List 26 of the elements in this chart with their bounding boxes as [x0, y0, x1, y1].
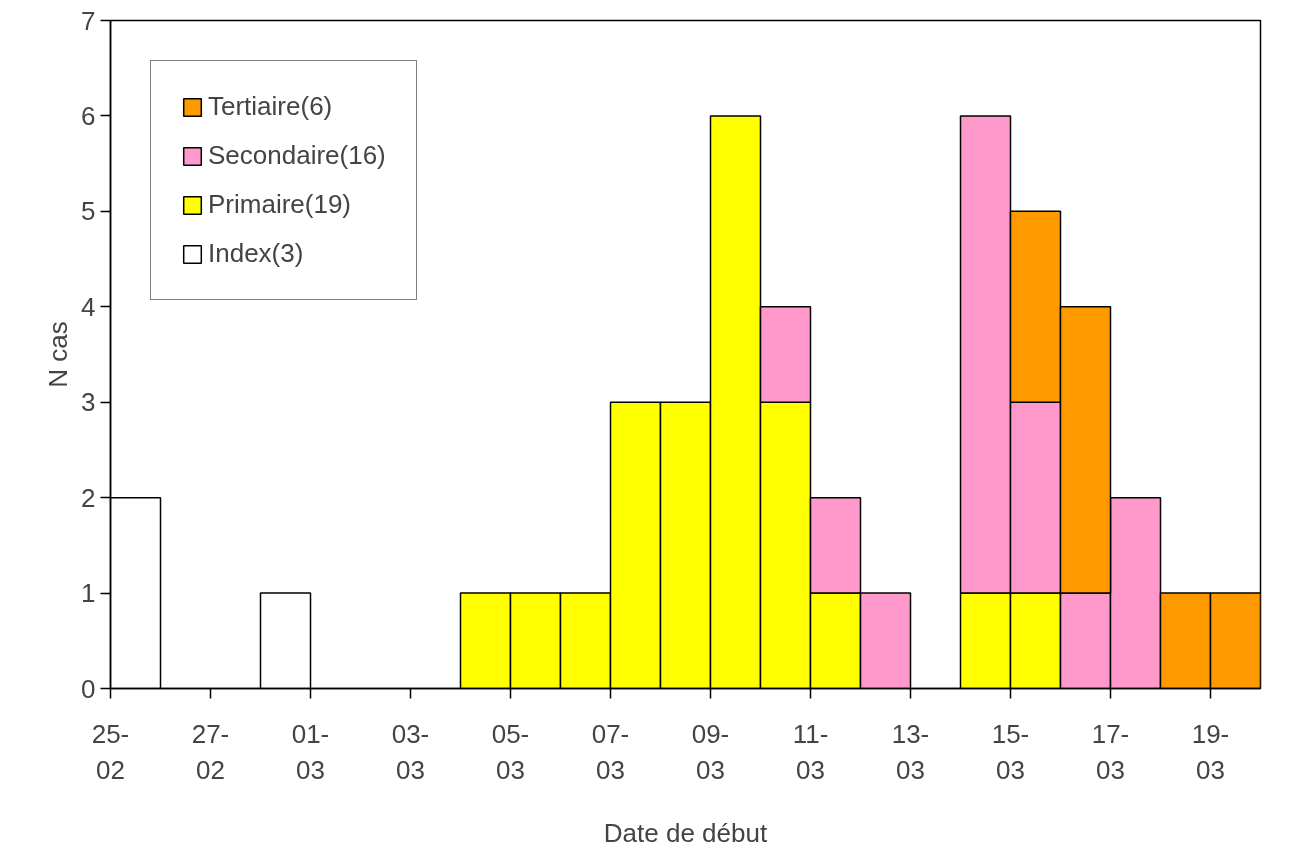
legend-label: Primaire(19): [208, 189, 352, 220]
x-tick-label: 09-03: [691, 718, 730, 785]
x-tick-label: 15-03: [991, 718, 1030, 785]
x-tick-label: 11-03: [792, 718, 829, 785]
y-tick-label: 4: [81, 291, 96, 322]
x-tick-label: 17-03: [1091, 718, 1130, 785]
legend-label: Secondaire(16): [208, 140, 386, 171]
y-tick-label: 0: [81, 673, 96, 704]
y-tick-label: 6: [81, 100, 96, 131]
legend-label: Index(3): [208, 238, 304, 269]
y-tick-label: 3: [81, 387, 96, 418]
x-tick-label: 01-03: [291, 718, 330, 785]
x-tick-label: 19-03: [1191, 718, 1230, 785]
y-tick-label: 2: [81, 482, 96, 513]
y-tick-label: 5: [81, 196, 96, 227]
x-tick-label: 27-02: [191, 718, 230, 785]
y-tick-label: 1: [81, 578, 96, 609]
x-axis-title: Date de début: [603, 817, 768, 848]
x-tick-label: 25-02: [91, 718, 130, 785]
y-tick-label: 7: [81, 5, 96, 36]
x-tick-label: 05-03: [491, 718, 530, 785]
x-tick-label: 03-03: [391, 718, 430, 785]
y-axis-title: N cas: [43, 321, 74, 388]
x-tick-label: 07-03: [591, 718, 630, 785]
legend-label: Tertiaire(6): [208, 91, 333, 122]
x-tick-label: 13-03: [891, 718, 930, 785]
